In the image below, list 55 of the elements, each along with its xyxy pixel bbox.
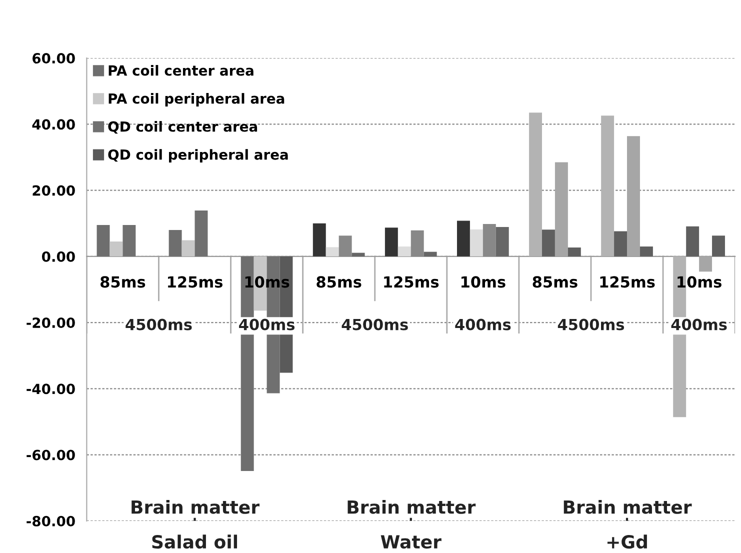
- bar: [122, 225, 136, 256]
- bar: [96, 225, 110, 256]
- bar: [194, 210, 208, 256]
- bar: [398, 246, 411, 256]
- y-tick-label: -20.00: [26, 318, 75, 328]
- bar: [312, 223, 326, 256]
- bar: [168, 230, 182, 256]
- x-tick-label: 85ms: [100, 276, 146, 288]
- bar: [496, 227, 509, 256]
- legend-label: QD coil center area: [108, 121, 258, 134]
- annotation: 4500ms: [126, 318, 192, 330]
- y-tick-label: 60.00: [32, 53, 75, 64]
- bar: [699, 256, 712, 272]
- legend-label: PA coil peripheral area: [108, 93, 284, 106]
- text: Water: [380, 535, 442, 549]
- bar: [482, 224, 496, 256]
- x-tick-label: 85ms: [316, 276, 362, 288]
- bar: [182, 240, 195, 256]
- bar: [601, 116, 614, 256]
- y-tick-label: 20.00: [32, 185, 75, 196]
- bar: [456, 220, 470, 256]
- annotation: 400ms: [239, 318, 295, 330]
- bar: [627, 136, 640, 256]
- x-tick-label: 85ms: [532, 276, 578, 288]
- bar: [424, 252, 437, 256]
- x-tick-label: 125ms: [168, 276, 222, 288]
- annotation: 400ms: [455, 318, 511, 330]
- annotation: Brain matter: [564, 500, 692, 514]
- y-tick-label: 40.00: [32, 119, 75, 130]
- text: Salad oil: [152, 534, 238, 549]
- annotation: Brain matter: [132, 500, 260, 514]
- y-tick-label: 0.00: [42, 251, 75, 262]
- bar: [352, 252, 365, 256]
- bar: [529, 112, 542, 256]
- annotation: 4500ms: [342, 318, 408, 330]
- x-tick-label: 10ms: [462, 276, 506, 288]
- y-tick-label: -60.00: [26, 450, 75, 460]
- annotation: 4500ms: [558, 318, 624, 330]
- bar: [110, 242, 123, 256]
- y-tick-label: -40.00: [26, 384, 75, 394]
- x-tick-label: 125ms: [600, 276, 655, 288]
- x-tick-label: 10ms: [678, 276, 722, 288]
- bar: [384, 228, 398, 256]
- legend-label: PA coil center area: [108, 65, 254, 76]
- bar: [470, 229, 483, 256]
- legend-label: QD coil peripheral area: [108, 149, 288, 163]
- x-tick-label: 125ms: [384, 276, 439, 288]
- annotation: Brain matter: [348, 500, 476, 514]
- annotation: 400ms: [671, 318, 727, 330]
- text: +Gd: [607, 534, 647, 549]
- y-tick-label: -80.00: [26, 516, 75, 526]
- bar: [326, 247, 339, 256]
- bar: [410, 230, 424, 256]
- bar: [338, 236, 352, 256]
- bar: [554, 162, 568, 256]
